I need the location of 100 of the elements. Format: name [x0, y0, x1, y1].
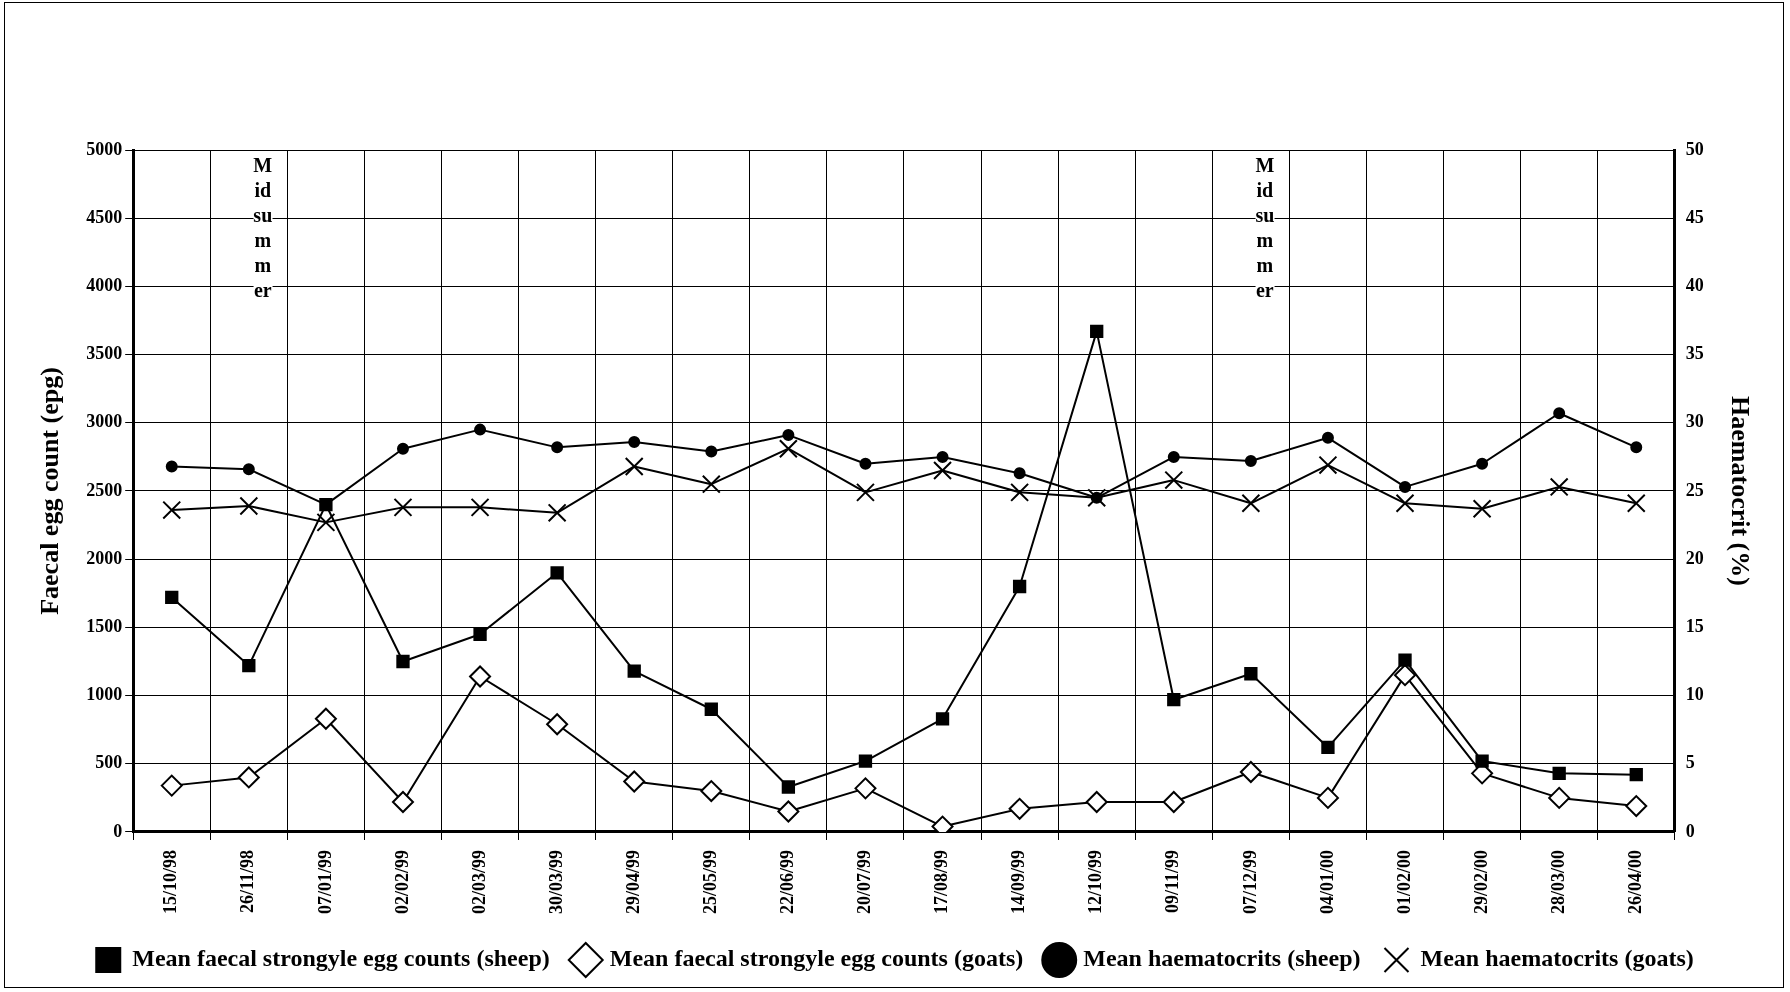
point: [1085, 790, 1108, 813]
x-tick-label: 20/07/99: [854, 850, 875, 915]
y-tick-label: 1000: [86, 684, 123, 705]
y2-tick-label: 10: [1685, 684, 1704, 705]
x-tick-label: 02/02/99: [391, 850, 412, 915]
point: [935, 712, 950, 726]
point: [936, 450, 949, 463]
point: [239, 496, 259, 516]
y2-tick-label: 0: [1685, 820, 1695, 841]
x-tick-label: 07/12/99: [1239, 850, 1260, 915]
point: [1553, 407, 1566, 420]
y-tick-label: 3000: [86, 411, 123, 432]
point: [627, 664, 641, 678]
point: [855, 482, 875, 502]
point: [1316, 786, 1339, 809]
x-tick-label: 15/10/98: [160, 850, 181, 915]
point: [1552, 766, 1566, 780]
point: [854, 777, 877, 800]
legend-label: Mean haematocrits (sheep): [1083, 945, 1361, 972]
y-tick-label: 4000: [86, 275, 123, 296]
point: [1472, 499, 1492, 519]
point: [700, 780, 723, 803]
point: [162, 500, 182, 520]
point: [1162, 790, 1185, 813]
x-tick-label: 28/03/00: [1547, 850, 1568, 915]
point: [1244, 667, 1258, 681]
x-tick-label: 29/04/99: [622, 850, 643, 915]
x-tick-label: 09/11/99: [1162, 850, 1183, 914]
point: [1625, 795, 1648, 818]
point: [1630, 441, 1643, 454]
y-tick-label: 1500: [86, 616, 123, 637]
point: [777, 800, 800, 823]
point: [704, 702, 718, 716]
point: [473, 627, 487, 641]
x-tick-label: 26/04/00: [1624, 850, 1645, 915]
legend-label: Mean faecal strongyle egg counts (sheep): [132, 945, 550, 972]
y-tick-label: 3500: [86, 343, 123, 364]
point: [1321, 431, 1334, 444]
point: [1626, 493, 1646, 513]
y2-tick-label: 30: [1685, 411, 1704, 432]
legend-label: Mean faecal strongyle egg counts (goats): [609, 945, 1024, 972]
x-tick-label: 04/01/00: [1316, 850, 1337, 915]
y2-tick-label: 50: [1685, 138, 1704, 159]
point: [165, 590, 179, 605]
y-tick-label: 2500: [86, 479, 123, 500]
point: [859, 457, 872, 470]
point: [470, 497, 490, 517]
y2-tick-label: 20: [1685, 547, 1704, 568]
point: [316, 512, 336, 532]
point: [858, 754, 873, 768]
point: [1394, 664, 1417, 687]
point: [474, 423, 487, 436]
x-tick-label: 12/10/99: [1085, 850, 1106, 915]
point: [393, 497, 413, 517]
point: [242, 658, 256, 673]
y-axis-title: Faecal egg count (epg): [35, 367, 65, 615]
point: [1241, 493, 1261, 513]
annotation: Midsummer: [253, 153, 273, 303]
point: [1164, 470, 1184, 490]
point: [165, 460, 178, 473]
y-tick-label: 5000: [86, 138, 123, 159]
point: [705, 445, 718, 458]
y2-tick-label: 45: [1685, 206, 1704, 227]
x-tick-label: 14/09/99: [1008, 850, 1029, 915]
point: [1090, 324, 1104, 339]
y-tick-label: 500: [95, 752, 123, 773]
y2-tick-label: 35: [1685, 343, 1704, 364]
point: [237, 766, 260, 789]
point: [550, 566, 564, 580]
y2-tick-label: 5: [1685, 752, 1695, 773]
x-tick-label: 02/03/99: [468, 850, 489, 915]
point: [1475, 754, 1489, 768]
point: [546, 713, 569, 736]
point: [933, 461, 953, 481]
point: [396, 654, 410, 669]
y-tick-label: 4500: [86, 206, 123, 227]
point: [1244, 454, 1257, 467]
x-tick-label: 07/01/99: [314, 850, 335, 915]
point: [1013, 467, 1026, 480]
point: [242, 463, 255, 476]
point: [628, 435, 641, 448]
point: [1629, 768, 1643, 782]
point: [623, 770, 646, 793]
x-tick-label: 26/11/98: [237, 850, 258, 914]
point: [1399, 480, 1412, 493]
y2-tick-label: 15: [1685, 616, 1704, 637]
point: [1549, 477, 1569, 497]
y-tick-label: 2000: [86, 547, 123, 568]
point: [1010, 482, 1030, 502]
point: [1398, 653, 1412, 667]
point: [1239, 760, 1262, 783]
point: [1395, 493, 1415, 513]
point: [1167, 693, 1181, 707]
x-tick-label: 25/05/99: [699, 850, 720, 915]
point: [781, 780, 796, 794]
y-tick-label: 0: [113, 820, 123, 841]
point: [1548, 786, 1571, 809]
point: [391, 790, 414, 813]
point: [396, 442, 409, 455]
legend-label: Mean haematocrits (goats): [1420, 945, 1694, 972]
